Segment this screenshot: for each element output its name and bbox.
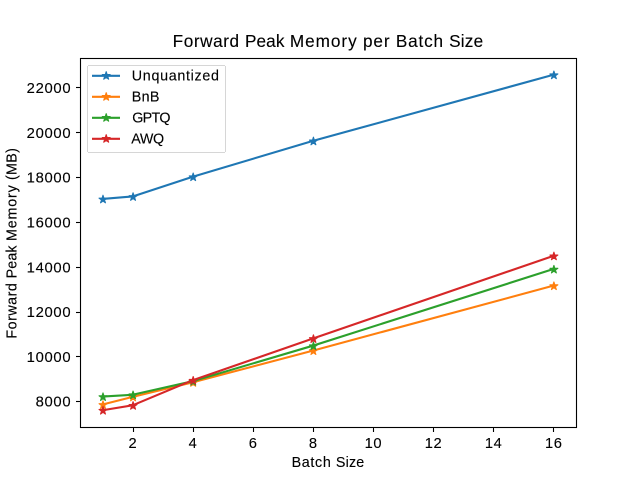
svg-text:Forward: Forward [5,283,21,339]
svg-text:22000: 22000 [27,81,72,97]
svg-text:14: 14 [485,436,503,452]
svg-text:16000: 16000 [27,215,72,231]
svg-text:8: 8 [309,436,318,452]
svg-text:6: 6 [249,436,258,452]
svg-text:(MB): (MB) [5,148,21,180]
svg-text:Peak: Peak [5,245,21,279]
svg-text:18000: 18000 [27,171,72,187]
svg-text:Forward: Forward [173,31,240,51]
svg-text:2: 2 [129,436,138,452]
svg-text:Unquantized: Unquantized [132,69,220,85]
svg-text:8000: 8000 [36,395,72,411]
svg-text:12000: 12000 [27,305,72,321]
svg-text:16: 16 [545,436,563,452]
svg-text:Memory: Memory [290,31,358,51]
svg-text:GPTQ: GPTQ [132,111,170,127]
svg-text:Memory: Memory [5,184,21,241]
svg-text:Size: Size [336,455,365,471]
svg-text:per: per [363,31,391,51]
svg-text:BnB: BnB [132,90,160,106]
svg-text:20000: 20000 [27,126,72,142]
svg-text:10: 10 [365,436,383,452]
svg-text:AWQ: AWQ [131,132,164,148]
svg-text:Size: Size [449,31,483,51]
svg-text:14000: 14000 [27,260,72,276]
svg-text:12: 12 [425,436,443,452]
svg-text:4: 4 [189,436,198,452]
svg-text:Batch: Batch [292,455,332,471]
svg-text:Batch: Batch [396,31,444,51]
svg-text:Peak: Peak [245,31,285,51]
svg-text:10000: 10000 [27,350,72,366]
